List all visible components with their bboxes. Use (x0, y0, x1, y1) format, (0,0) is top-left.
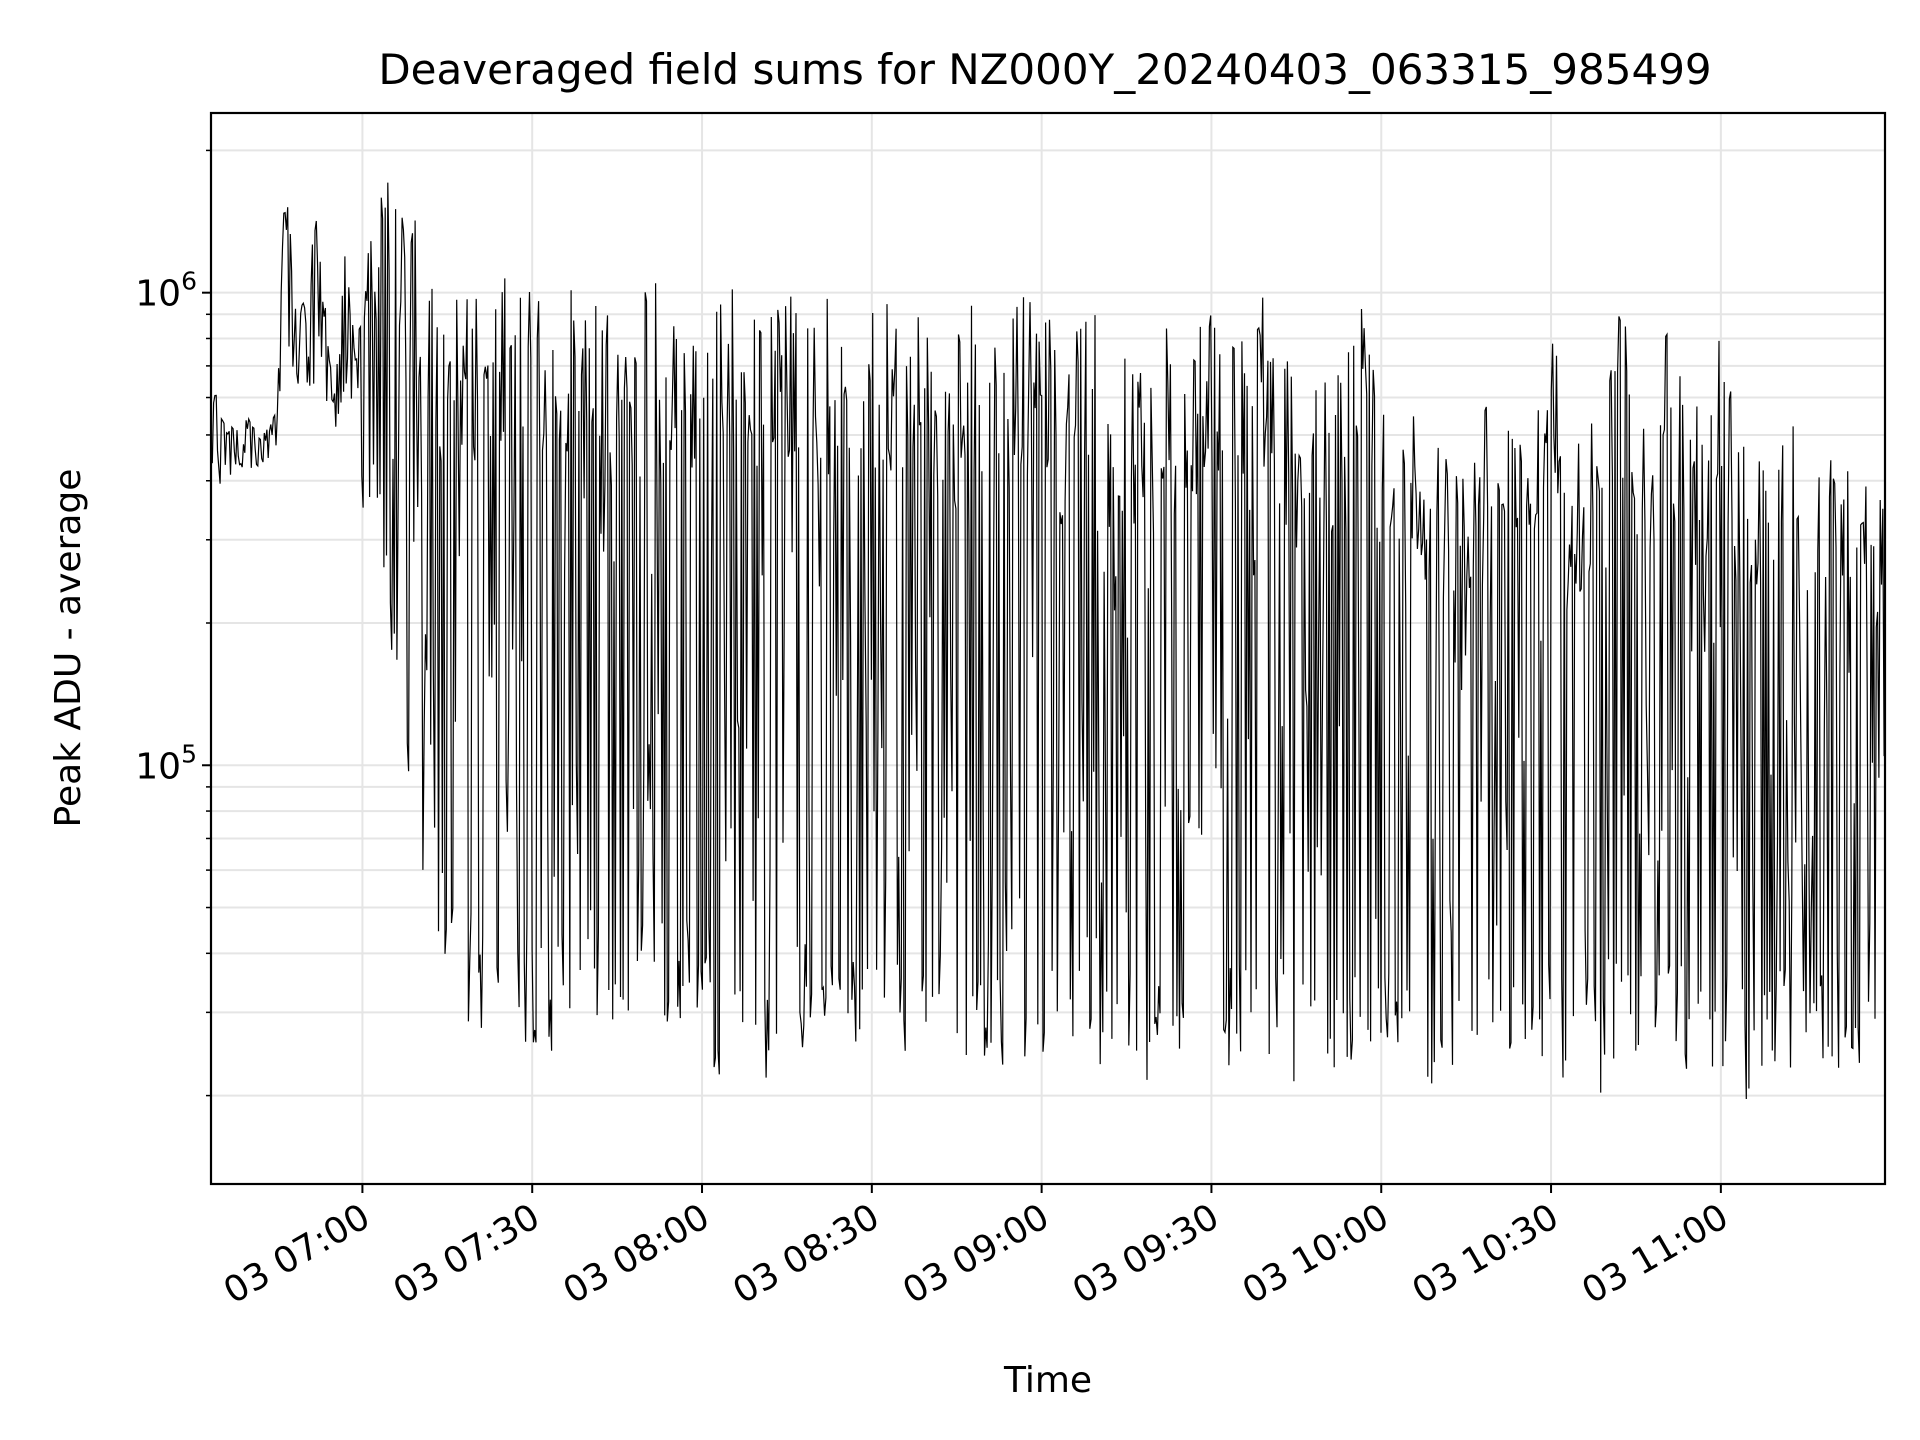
plot-frame (209, 111, 1887, 1186)
y-axis-label: Peak ADU - average (48, 469, 89, 828)
y-tick-label: 105 (135, 739, 197, 787)
y-tick-label: 106 (135, 267, 197, 315)
x-axis-label: Time (1003, 1360, 1092, 1401)
chart-title: Deaveraged field sums for NZ000Y_2024040… (378, 45, 1711, 94)
y-tick-label-exponent: 5 (181, 739, 197, 768)
y-tick-label-base: 10 (135, 274, 181, 315)
series-line (210, 182, 1885, 1100)
y-tick-label-base: 10 (135, 746, 181, 787)
y-tick-label-exponent: 6 (181, 267, 197, 296)
series-plot-area (210, 182, 1885, 1100)
